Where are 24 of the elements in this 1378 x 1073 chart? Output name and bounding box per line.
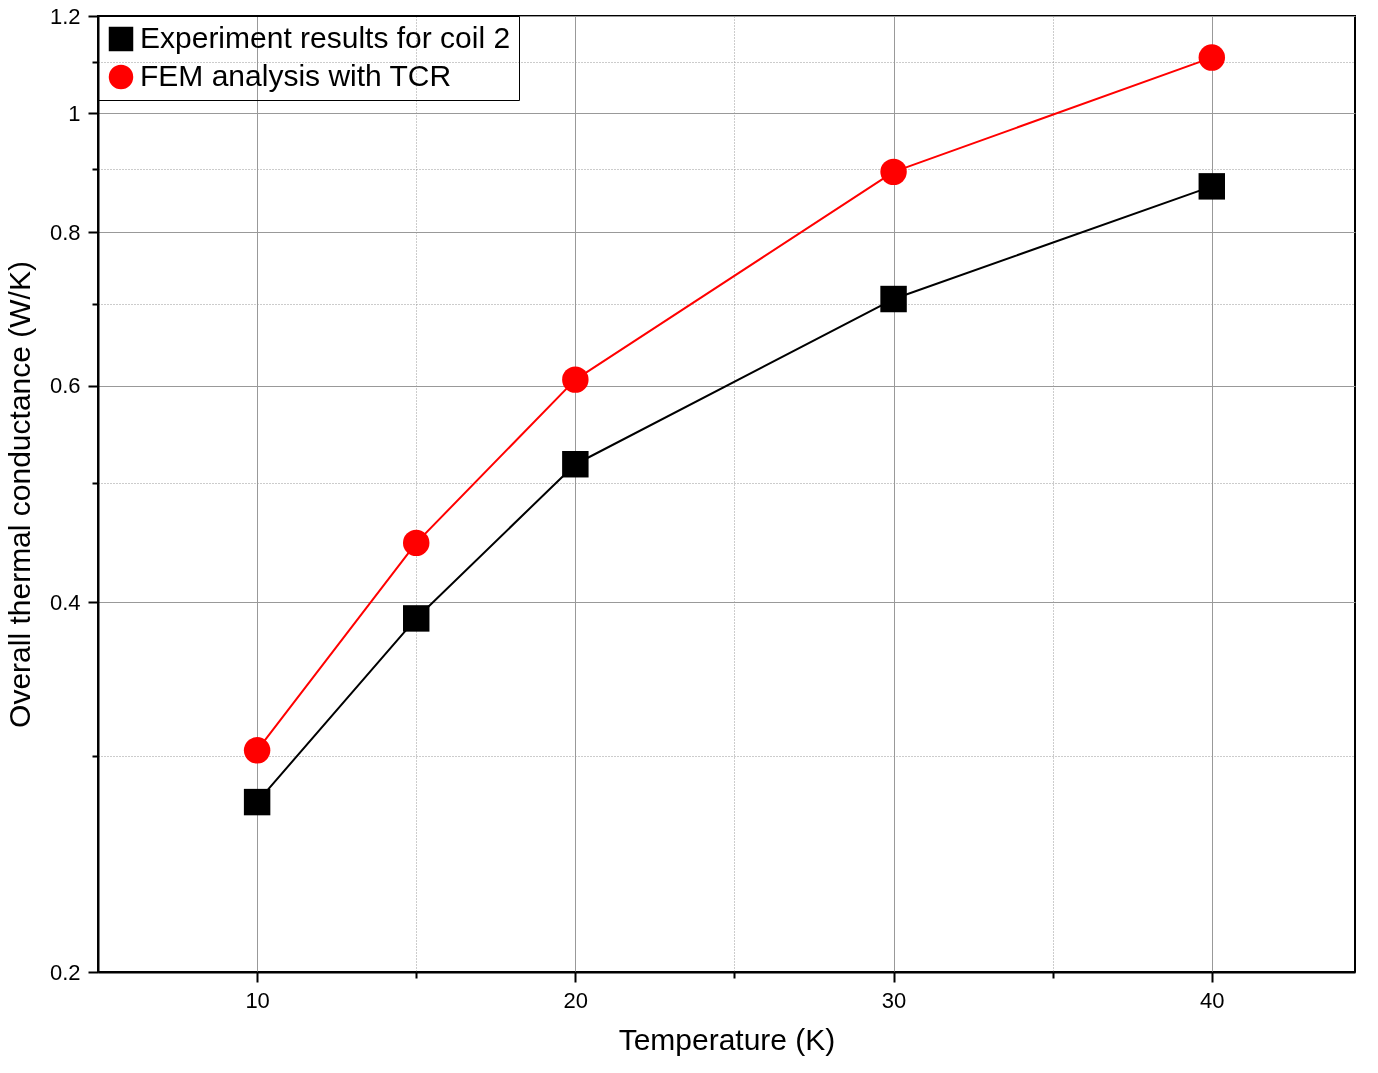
y-tick-label: 1.2 xyxy=(49,3,81,29)
legend-label: FEM analysis with TCR xyxy=(140,59,452,92)
point xyxy=(880,158,907,186)
y-axis-title: Overall thermal conductance (W/K) xyxy=(2,261,36,728)
point xyxy=(1198,44,1226,71)
point xyxy=(243,788,271,816)
x-axis-title: Temperature (K) xyxy=(618,1022,836,1056)
point xyxy=(1198,173,1226,200)
legend-label: Experiment results for coil 2 xyxy=(140,21,511,54)
point xyxy=(562,451,589,478)
x-tick-label: 30 xyxy=(881,987,907,1013)
y-tick-label: 0.2 xyxy=(49,959,81,985)
y-tick-label: 0.6 xyxy=(49,373,81,399)
x-tick-label: 20 xyxy=(563,987,589,1013)
point xyxy=(880,285,907,313)
point xyxy=(403,605,430,632)
y-tick-label: 0.4 xyxy=(49,589,81,615)
point xyxy=(562,366,589,393)
x-tick-label: 10 xyxy=(245,987,270,1013)
x-tick-label: 40 xyxy=(1200,987,1225,1013)
y-tick-label: 1 xyxy=(68,100,81,126)
y-tick-label: 0.8 xyxy=(49,219,81,245)
point xyxy=(403,529,430,557)
point xyxy=(243,737,271,764)
